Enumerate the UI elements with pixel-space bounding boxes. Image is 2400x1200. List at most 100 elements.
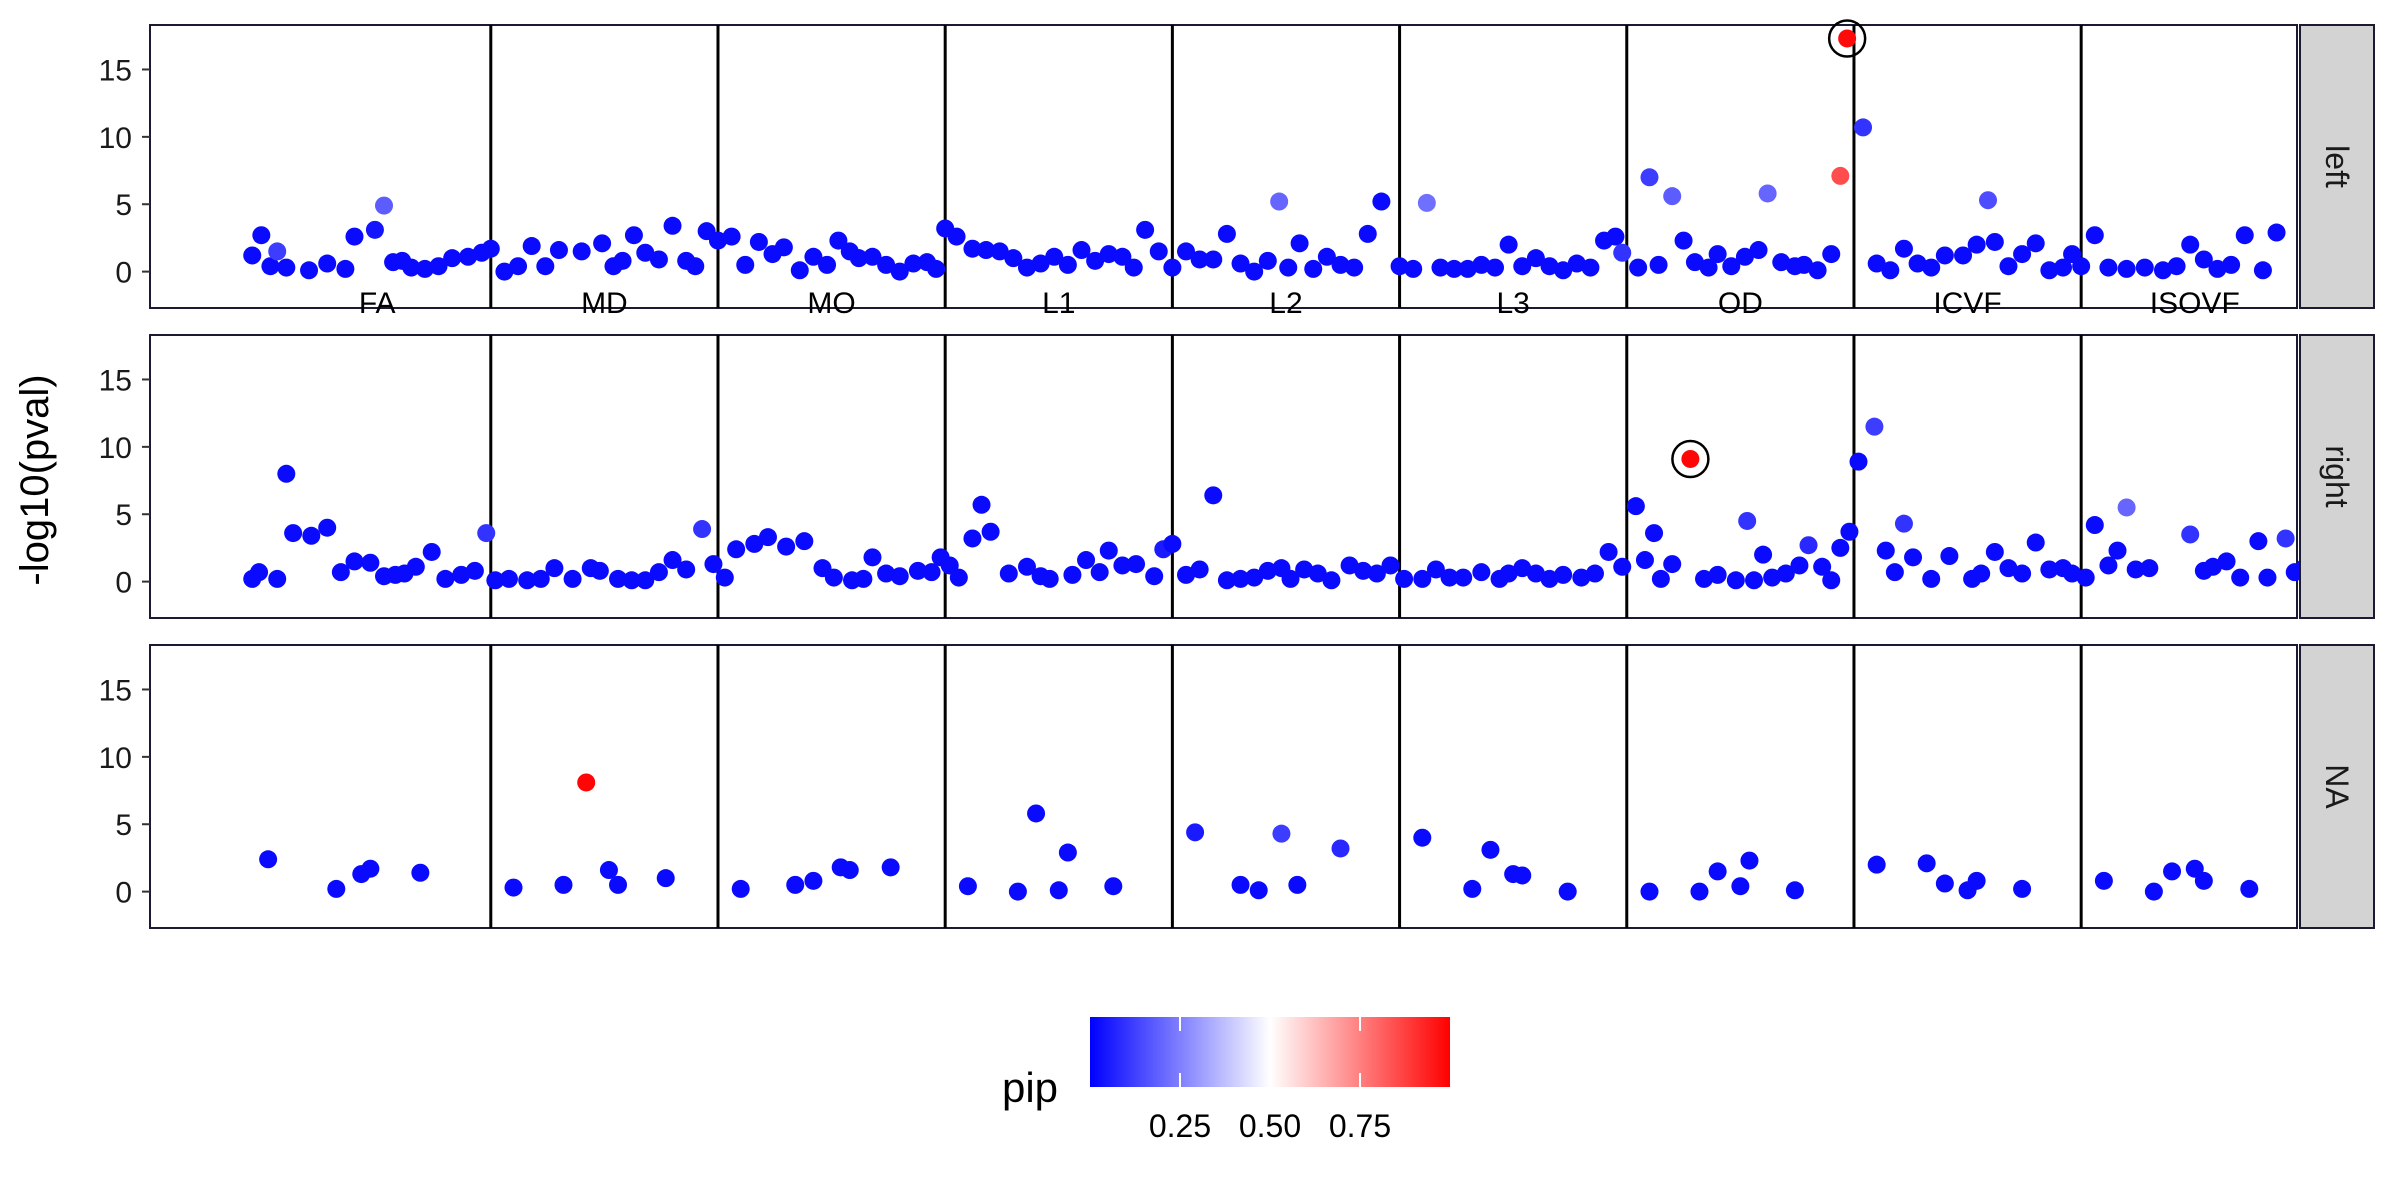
data-point — [1629, 258, 1648, 277]
data-point — [1722, 257, 1741, 276]
data-point — [1999, 559, 2018, 578]
data-point — [499, 569, 518, 588]
data-point — [361, 553, 380, 572]
data-point — [1454, 568, 1473, 587]
y-tick-label: 15 — [99, 674, 132, 707]
data-point — [963, 239, 982, 258]
data-point — [599, 861, 618, 880]
data-point — [1649, 255, 1668, 274]
data-point — [2094, 871, 2113, 890]
data-point — [1049, 881, 1068, 900]
facet-strip — [2299, 24, 2375, 309]
data-point — [2194, 250, 2213, 269]
data-point — [1217, 224, 1236, 243]
data-point — [1113, 556, 1132, 575]
data-point — [922, 563, 941, 582]
data-point — [947, 227, 966, 246]
data-point — [1908, 254, 1927, 273]
data-point — [1124, 258, 1143, 277]
category-label-icvf: ICVF — [1933, 287, 2001, 320]
data-point — [1404, 259, 1423, 278]
data-point — [1635, 551, 1654, 570]
data-point — [1894, 514, 1913, 533]
data-point — [2140, 559, 2159, 578]
data-point — [2163, 862, 2182, 881]
data-point — [849, 249, 868, 268]
data-point — [1308, 564, 1327, 583]
data-point — [1077, 551, 1096, 570]
data-point — [2249, 532, 2268, 551]
data-point — [1972, 564, 1991, 583]
data-point — [1699, 258, 1718, 277]
y-tick-label: 5 — [115, 189, 132, 222]
data-point — [693, 520, 712, 539]
data-point — [2144, 882, 2163, 901]
data-point — [1249, 881, 1268, 900]
data-point — [545, 559, 564, 578]
data-point — [593, 234, 612, 253]
highlight-ring — [1671, 439, 1710, 479]
data-point — [1754, 545, 1773, 564]
data-point — [1463, 879, 1482, 898]
data-point — [2276, 529, 2295, 548]
data-point — [1149, 242, 1168, 261]
data-point — [649, 250, 668, 269]
data-point — [1640, 168, 1659, 187]
data-point — [277, 258, 296, 277]
data-point — [318, 518, 337, 537]
data-point — [1058, 255, 1077, 274]
data-point — [1935, 874, 1954, 893]
data-point — [1922, 569, 1941, 588]
data-point — [522, 237, 541, 256]
data-point — [1372, 192, 1391, 211]
data-point — [1472, 255, 1491, 274]
data-point — [465, 561, 484, 580]
data-point — [2063, 564, 2082, 583]
data-point — [1272, 824, 1291, 843]
data-point — [622, 571, 641, 590]
legend-tick-label: 0.75 — [1329, 1108, 1391, 1144]
data-point — [1849, 452, 1868, 471]
data-point — [1413, 828, 1432, 847]
data-point — [1876, 541, 1895, 560]
data-point — [486, 571, 505, 590]
data-point — [877, 564, 896, 583]
data-point — [1772, 253, 1791, 272]
panel-right: 0 5 10 15 right — [99, 334, 2375, 619]
data-point — [981, 522, 1000, 541]
data-point — [1381, 556, 1400, 575]
data-point — [1808, 261, 1827, 280]
panel-frame — [149, 24, 2298, 309]
data-point — [1231, 569, 1250, 588]
data-point — [1113, 247, 1132, 266]
data-point — [1258, 251, 1277, 270]
data-point — [375, 196, 394, 215]
data-point — [1513, 257, 1532, 276]
data-point — [284, 524, 303, 543]
data-point — [677, 560, 696, 579]
data-point — [1136, 220, 1155, 239]
data-point — [1885, 563, 1904, 582]
data-point — [1458, 259, 1477, 278]
data-point — [2117, 498, 2136, 517]
data-point — [259, 850, 278, 869]
data-point — [1186, 823, 1205, 842]
data-point — [1367, 564, 1386, 583]
data-point — [1177, 565, 1196, 584]
data-point — [243, 246, 262, 265]
data-point — [1027, 804, 1046, 823]
data-point — [1086, 251, 1105, 270]
data-point — [2085, 516, 2104, 535]
data-point — [1954, 246, 1973, 265]
data-point — [1663, 555, 1682, 574]
data-point — [2135, 258, 2154, 277]
data-point — [1090, 563, 1109, 582]
data-point — [1526, 249, 1545, 268]
data-point — [2117, 259, 2136, 278]
data-point — [1295, 560, 1314, 579]
data-point — [1190, 560, 1209, 579]
data-point — [406, 557, 425, 576]
data-point — [2126, 560, 2145, 579]
data-point — [1651, 569, 1670, 588]
y-tick-label: 15 — [99, 54, 132, 87]
